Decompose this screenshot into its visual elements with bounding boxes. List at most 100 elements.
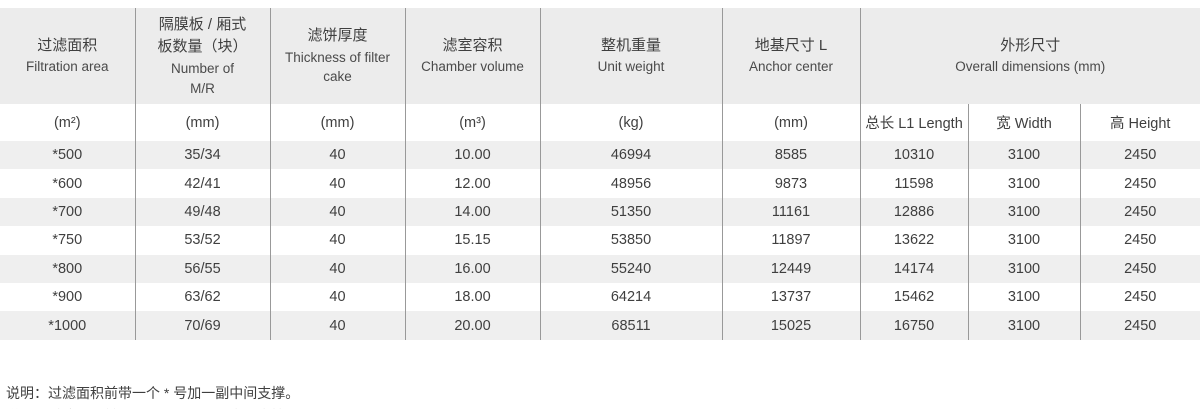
subcolumn-header-height: 高 Height xyxy=(1080,104,1200,141)
table-cell: 55240 xyxy=(540,254,723,283)
table-cell: 64214 xyxy=(540,282,723,312)
unit-cell: (m²) xyxy=(0,104,136,141)
footnote-partial-next-line: 说明：过滤面积前带一个 * 号加一副中间支撑。 xyxy=(6,406,1200,409)
table-cell: 40 xyxy=(270,141,406,170)
table-cell: *900 xyxy=(0,282,136,312)
table-cell: 2450 xyxy=(1124,260,1157,277)
column-title-zh: 地基尺寸 L xyxy=(754,36,828,54)
footnote: 说明：过滤面积前带一个 * 号加一副中间支撑。 xyxy=(6,384,300,401)
column-title-zh: 滤室容积 xyxy=(442,36,503,54)
subcolumn-header-length: 总长 L1 Length xyxy=(860,104,969,141)
table-cell: 11161 xyxy=(722,197,861,227)
column-header-anchor-center: 地基尺寸 L Anchor center xyxy=(722,8,861,104)
table-cell: 10310 xyxy=(860,141,969,170)
header-row-units: (m²) (mm) (mm) (m³) (kg) (mm) 总长 L1 Leng… xyxy=(0,104,1200,141)
table-cell: 40 xyxy=(270,254,406,283)
table-cell: 2450 xyxy=(1124,203,1157,220)
column-header-unit-weight: 整机重量 Unit weight xyxy=(540,8,723,104)
column-header-overall-dimensions: 外形尺寸 Overall dimensions (mm) xyxy=(860,8,1200,104)
table-cell: 2450 xyxy=(1124,147,1157,164)
table-cell: 18.00 xyxy=(405,282,541,312)
table-cell: 35/34 xyxy=(135,141,271,170)
unit-cell: (mm) xyxy=(722,104,861,141)
table-cell: 3100 xyxy=(968,282,1081,312)
table-cell: 46994 xyxy=(540,141,723,170)
table-row: *750 53/52 40 15.15 53850 11897 13622 3100 2450 xyxy=(0,226,1200,255)
table-cell: 70/69 xyxy=(135,311,271,340)
table-row: *600 42/41 40 12.00 48956 9873 11598 3100 2450 xyxy=(0,169,1200,198)
table-cell: 9873 xyxy=(722,169,861,198)
table-cell: 40 xyxy=(270,169,406,198)
table-cell: 3100 xyxy=(968,226,1081,255)
column-title-en: Number of M/R xyxy=(170,60,235,96)
column-title-zh: 过滤面积 xyxy=(37,36,98,54)
table-cell: 3100 xyxy=(968,141,1081,170)
table-cell: 12.00 xyxy=(405,169,541,198)
table-row: *900 63/62 40 18.00 64214 13737 15462 3100 2450 xyxy=(0,282,1200,312)
table-cell: 53850 xyxy=(540,226,723,255)
column-header-number-of-plates: 隔膜板 / 厢式 板数量（块） Number of M/R xyxy=(135,8,271,104)
table-cell: 16.00 xyxy=(405,254,541,283)
table-cell: 2450 xyxy=(1124,175,1157,192)
table-cell: 15462 xyxy=(860,282,969,312)
table-cell: 42/41 xyxy=(135,169,271,198)
unit-cell: (mm) xyxy=(135,104,271,141)
column-title-en: Chamber volume xyxy=(421,59,524,75)
column-header-chamber-volume: 滤室容积 Chamber volume xyxy=(405,8,541,104)
column-header-cake-thickness: 滤饼厚度 Thickness of filter cake xyxy=(270,8,406,104)
table-cell: *1000 xyxy=(0,311,136,340)
unit-cell: (m³) xyxy=(405,104,541,141)
column-header-filtration-area: 过滤面积 Filtration area xyxy=(0,8,136,104)
table-cell: 2450 xyxy=(1124,232,1157,249)
table-cell: *500 xyxy=(0,141,136,170)
table-row: *700 49/48 40 14.00 51350 11161 12886 3100 2450 xyxy=(0,197,1200,227)
table-cell: 51350 xyxy=(540,197,723,227)
table-cell: *800 xyxy=(0,254,136,283)
table-cell: 3100 xyxy=(968,254,1081,283)
spec-table-body: *500 35/34 40 10.00 46994 8585 10310 3100 2450 *6… xyxy=(0,141,1200,340)
table-cell: 14174 xyxy=(860,254,969,283)
table-cell: *700 xyxy=(0,197,136,227)
column-title-zh: 隔膜板 / 厢式 板数量（块） xyxy=(157,15,248,56)
table-cell: *750 xyxy=(0,226,136,255)
table-cell: 2450 xyxy=(1124,289,1157,306)
table-cell: 3100 xyxy=(968,197,1081,227)
table-cell: 49/48 xyxy=(135,197,271,227)
table-cell: *600 xyxy=(0,169,136,198)
table-cell: 10.00 xyxy=(405,141,541,170)
column-title-en: Overall dimensions (mm) xyxy=(955,59,1106,75)
column-title-en: Anchor center xyxy=(748,59,834,75)
column-title-en: Unit weight xyxy=(597,59,665,75)
table-cell: 15025 xyxy=(722,311,861,340)
table-cell: 63/62 xyxy=(135,282,271,312)
table-cell: 12886 xyxy=(860,197,969,227)
table-cell: 40 xyxy=(270,282,406,312)
column-title-zh: 外形尺寸 xyxy=(1000,36,1061,54)
table-cell: 3100 xyxy=(968,311,1081,340)
table-cell: 16750 xyxy=(860,311,969,340)
table-cell: 11598 xyxy=(860,169,969,198)
column-title-en: Filtration area xyxy=(25,59,109,75)
table-cell: 40 xyxy=(270,311,406,340)
table-cell: 11897 xyxy=(722,226,861,255)
table-cell: 53/52 xyxy=(135,226,271,255)
column-title-zh: 整机重量 xyxy=(600,36,661,54)
unit-cell: (kg) xyxy=(540,104,723,141)
table-cell: 48956 xyxy=(540,169,723,198)
subcolumn-header-width: 宽 Width xyxy=(968,104,1081,141)
column-title-zh: 滤饼厚度 xyxy=(307,27,368,45)
table-cell: 40 xyxy=(270,226,406,255)
table-cell: 3100 xyxy=(968,169,1081,198)
table-row: *500 35/34 40 10.00 46994 8585 10310 3100 2450 xyxy=(0,141,1200,170)
spec-table: 过滤面积 Filtration area 隔膜板 / 厢式 板数量（块） Num… xyxy=(0,8,1200,340)
header-row-titles: 过滤面积 Filtration area 隔膜板 / 厢式 板数量（块） Num… xyxy=(0,8,1200,104)
table-cell: 15.15 xyxy=(405,226,541,255)
table-cell: 68511 xyxy=(540,311,723,340)
table-cell: 13622 xyxy=(860,226,969,255)
table-cell: 8585 xyxy=(722,141,861,170)
table-row: *800 56/55 40 16.00 55240 12449 14174 3100 2450 xyxy=(0,254,1200,283)
table-cell: 40 xyxy=(270,197,406,227)
table-cell: 12449 xyxy=(722,254,861,283)
table-cell: 20.00 xyxy=(405,311,541,340)
